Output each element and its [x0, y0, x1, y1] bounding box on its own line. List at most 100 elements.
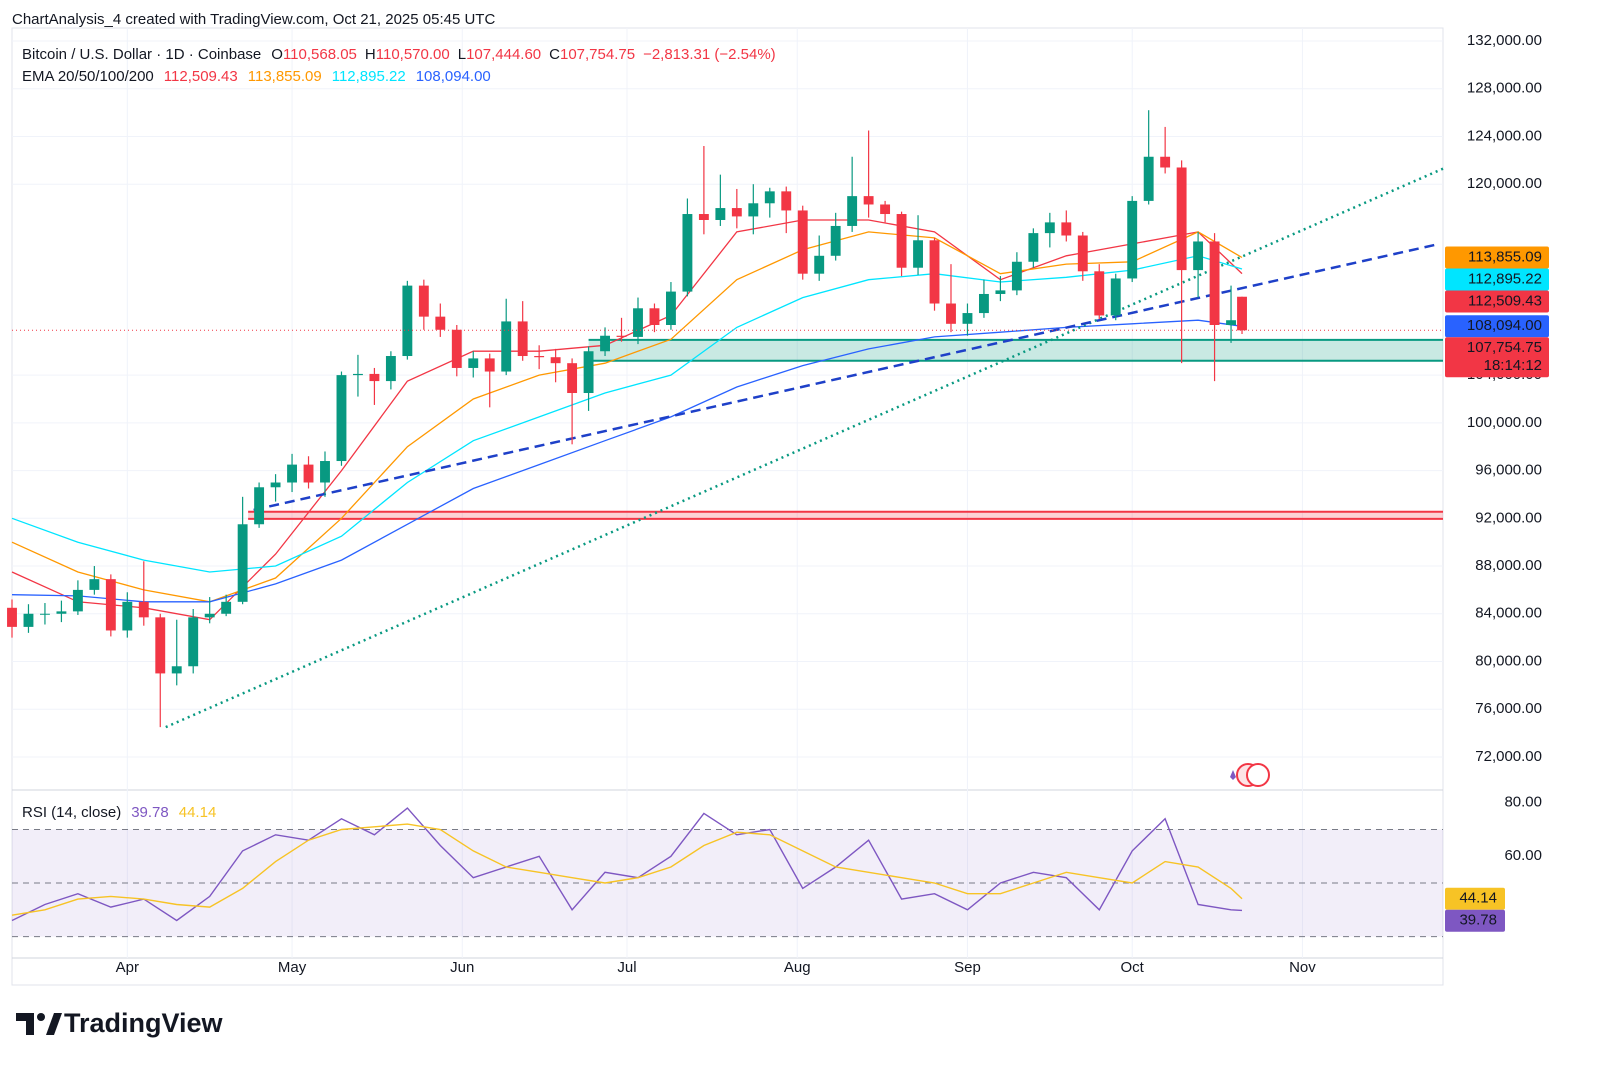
- candle-body: [1110, 278, 1121, 316]
- x-tick-label: Jul: [617, 959, 636, 976]
- price-label-box: [1445, 268, 1549, 291]
- candle-body: [649, 308, 660, 325]
- candle-body: [1044, 222, 1055, 234]
- ohlc-key: O: [271, 46, 283, 63]
- price-label-box: [1445, 246, 1549, 269]
- ohlc-value: 107,444.60: [466, 46, 541, 63]
- event-icon: [1230, 763, 1270, 787]
- symbol-legend: Bitcoin / U.S. Dollar · 1D · Coinbase O11…: [22, 46, 776, 63]
- ohlc-value: 110,570.00: [376, 46, 450, 63]
- candle-body: [270, 482, 281, 488]
- candle-body: [40, 613, 50, 615]
- price-label: 112,509.43: [1468, 292, 1542, 309]
- x-tick-label: Nov: [1289, 959, 1316, 976]
- candle-body: [847, 196, 858, 226]
- rsi-label: 39.78: [1459, 912, 1497, 929]
- candle-body: [138, 601, 149, 618]
- candle-body: [633, 308, 643, 337]
- countdown: 18:14:12: [1484, 357, 1542, 374]
- y-tick-label: 84,000.00: [1475, 605, 1542, 622]
- logo-mark: [16, 1013, 34, 1035]
- x-tick-label: Apr: [116, 959, 139, 976]
- candle-body: [1011, 261, 1022, 291]
- ema-legend-values: 112,509.43 113,855.09 112,895.22 108,094.00: [164, 68, 491, 85]
- trendline: [253, 243, 1435, 512]
- y-tick-label: 80,000.00: [1475, 652, 1542, 669]
- logo-mark: [37, 1013, 45, 1021]
- candle-body: [72, 589, 83, 612]
- ema-value: 108,094.00: [416, 68, 491, 85]
- candle-body: [550, 357, 561, 364]
- candle-body: [385, 356, 396, 382]
- candle-body: [913, 240, 923, 268]
- symbol: Bitcoin / U.S. Dollar · 1D · Coinbase: [22, 46, 261, 63]
- candle-body: [204, 613, 215, 618]
- y-tick-label: 128,000.00: [1467, 80, 1542, 97]
- candle-body: [880, 204, 891, 215]
- plot: Apr May Jun Jul Aug Sep Oct Nov 72,000.00 76,000.…: [7, 32, 1549, 976]
- candle-body: [764, 191, 775, 204]
- candle-body: [962, 313, 973, 324]
- rsi-tick-label: 60.00: [1504, 847, 1542, 864]
- candle-body: [797, 210, 808, 274]
- candle-body: [451, 329, 462, 368]
- candle-body: [484, 358, 495, 372]
- y-tick-label: 124,000.00: [1467, 127, 1542, 144]
- price-label: 108,094.00: [1467, 317, 1542, 334]
- candle-body: [682, 214, 693, 292]
- candle-body: [237, 524, 248, 602]
- logo-mark: [46, 1013, 62, 1035]
- candle-body: [863, 196, 874, 205]
- candle-body: [303, 464, 314, 483]
- candle-body: [435, 316, 446, 330]
- candle-body: [1028, 233, 1039, 262]
- candle-body: [698, 214, 709, 220]
- candle-body: [830, 225, 841, 256]
- y-tick-label: 100,000.00: [1467, 414, 1542, 431]
- candle-body: [929, 240, 940, 304]
- ema-line: [11, 231, 1243, 603]
- candle-body: [616, 335, 627, 337]
- ohlc-value: 110,568.05: [283, 46, 357, 63]
- candle-body: [896, 214, 907, 268]
- rsi-tick-label: 80.00: [1504, 794, 1542, 811]
- candle-body: [583, 351, 594, 394]
- price-label: 112,895.22: [1468, 270, 1542, 287]
- brand: TradingView: [64, 1008, 224, 1038]
- rsi-label-box: [1445, 887, 1505, 910]
- candle-body: [1077, 235, 1088, 272]
- ema-value: 112,509.43: [164, 68, 238, 85]
- ohlc-legend: O110,568.05 H110,570.00 L107,444.60 C107,75…: [271, 46, 635, 63]
- candle-body: [353, 373, 363, 376]
- candle-body: [155, 617, 166, 674]
- candle-body: [995, 290, 1006, 294]
- change: −2,813.31 (−2.54%): [643, 46, 776, 63]
- candle-body: [254, 487, 265, 525]
- icon-circle: [1246, 763, 1270, 787]
- candle-body: [402, 285, 413, 357]
- icon-star: [1230, 770, 1236, 780]
- candle-body: [534, 356, 545, 358]
- y-tick-label: 132,000.00: [1467, 32, 1542, 49]
- candle-body: [56, 611, 67, 614]
- candle-body: [600, 335, 610, 352]
- candle-body: [287, 464, 297, 483]
- y-tick-label: 96,000.00: [1475, 462, 1542, 479]
- candle-body: [814, 255, 825, 274]
- ohlc-key: L: [458, 46, 466, 63]
- candle-body: [665, 291, 676, 325]
- rsi-ma-value: 44.14: [179, 804, 217, 821]
- candle-body: [501, 321, 512, 372]
- trendline: [165, 167, 1444, 729]
- rsi-label-box: [1445, 909, 1505, 932]
- candle-body: [320, 461, 330, 483]
- chart-frame: [11, 27, 1444, 986]
- candle-body: [7, 607, 17, 627]
- zone: [248, 511, 1444, 519]
- candle-body: [122, 601, 133, 631]
- candle-body: [336, 375, 347, 462]
- ohlc-key: H: [365, 46, 376, 63]
